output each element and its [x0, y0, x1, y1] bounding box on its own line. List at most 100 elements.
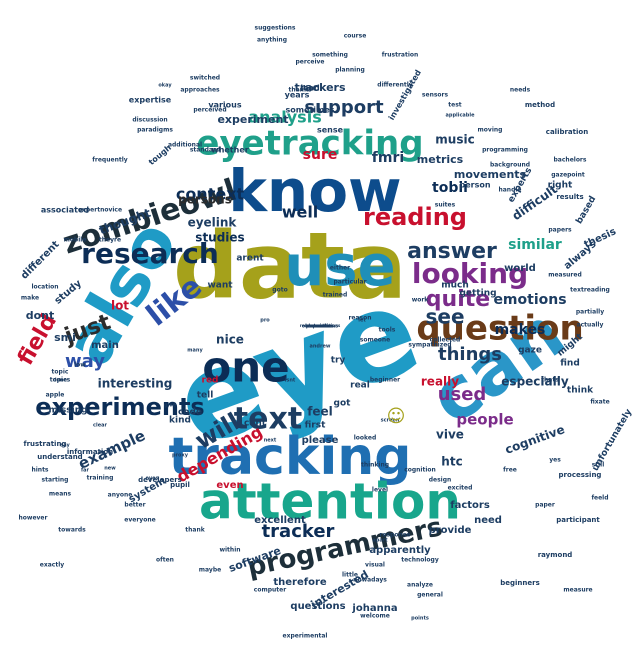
word-studies: studies: [195, 231, 244, 245]
word-detection: detection: [307, 324, 334, 330]
word-sure: sure: [303, 147, 338, 163]
word-questions: questions: [290, 601, 345, 612]
word-paradigms: paradigms: [137, 127, 173, 134]
word-applicable: applicable: [446, 113, 476, 119]
word-vive: vive: [436, 428, 464, 442]
word-topic: topic: [52, 369, 69, 376]
word-developers: developers: [138, 476, 182, 484]
word-think: think: [567, 386, 594, 396]
word-still: still: [592, 462, 605, 469]
word-collected: collected: [430, 337, 461, 344]
word-work: work: [412, 297, 430, 304]
word-location: location: [31, 284, 58, 291]
word-suggestions: suggestions: [255, 25, 296, 32]
word-especially: especially: [501, 375, 569, 389]
word-quite: quite: [426, 287, 490, 312]
word-better: better: [124, 502, 145, 509]
word-arent: arent: [236, 254, 264, 264]
word-cant: cant: [244, 419, 267, 429]
word-however: however: [19, 515, 48, 522]
word-particular: particular: [333, 279, 366, 286]
word-eyes: eyes: [145, 476, 158, 482]
word-frustrating: frustrating: [24, 440, 67, 448]
word-make: make: [21, 295, 39, 302]
word-sensors: sensors: [422, 92, 449, 99]
word-real: real: [350, 381, 370, 391]
word-thesis: thesis: [582, 226, 618, 250]
word-factors: factors: [450, 500, 490, 511]
word-main: main: [91, 340, 119, 351]
word-handle: handle: [498, 187, 521, 194]
word-even: even: [216, 480, 243, 491]
word-try: try: [331, 356, 346, 366]
word-thanks: thanks: [288, 87, 311, 94]
word-cloud-words: eyedatacanalsoknowtrackingattentionuseon…: [13, 25, 634, 640]
word-support: support: [304, 97, 384, 118]
word-response: response: [380, 532, 411, 539]
word-attention: attention: [199, 473, 461, 531]
word-measured: measured: [548, 272, 582, 279]
word-partially: partially: [576, 309, 604, 316]
word-trackers: trackers: [294, 81, 346, 94]
word-method: method: [525, 101, 555, 109]
word-world: world: [504, 263, 536, 274]
word-whether: whether: [211, 146, 248, 155]
word-find: find: [560, 359, 580, 369]
word-technology: technology: [401, 557, 439, 564]
word-tracker: tracker: [262, 521, 335, 542]
word-smi: smi: [54, 331, 76, 344]
word-dont: dont: [26, 309, 55, 322]
word-visual: visual: [365, 562, 385, 569]
word-data: data: [173, 212, 407, 319]
word-yes: yes: [549, 457, 561, 464]
word-differently: differently: [377, 82, 413, 89]
word-approaches: approaches: [180, 87, 220, 94]
word-raw: raw: [315, 324, 326, 330]
smiley-glyph: ☺: [387, 406, 406, 427]
word-associated: associated: [41, 206, 90, 215]
word-various: various: [208, 101, 241, 110]
word-want: want: [207, 281, 233, 291]
word-thats: thats: [541, 377, 559, 384]
word-music: music: [435, 133, 474, 147]
word-programming: programming: [482, 147, 528, 154]
word-either: either: [330, 265, 350, 272]
word-movements: movements: [454, 168, 527, 181]
word-answer: answer: [407, 239, 497, 264]
word-apparently: apparently: [369, 545, 431, 556]
word-years: years: [285, 91, 310, 100]
word-trained: trained: [323, 292, 348, 299]
word-anything: anything: [257, 37, 287, 44]
word-need: need: [474, 515, 502, 526]
word-first: first: [305, 421, 326, 431]
word-often: often: [156, 557, 174, 564]
word-looking: looking: [412, 257, 528, 290]
word-clear: clear: [93, 423, 107, 429]
word-training: training: [87, 475, 114, 482]
word-sense: sense: [317, 126, 344, 135]
word-topics: topics: [50, 377, 71, 384]
word-experiment: experiment: [217, 113, 288, 126]
word-eyelink: eyelink: [188, 216, 238, 230]
word-expertise: expertise: [129, 96, 172, 105]
word-right: right: [548, 181, 573, 191]
word-cognition: cognition: [404, 467, 436, 474]
word-maybe: maybe: [199, 567, 221, 574]
word-calibration: calibration: [546, 128, 588, 136]
word-apple: apple: [46, 392, 65, 399]
word-feel: feel: [307, 405, 333, 419]
word-code: code: [178, 408, 202, 418]
word-feeld: feeld: [591, 495, 608, 502]
word-kind: kind: [169, 416, 191, 426]
word-frustration: frustration: [382, 52, 419, 59]
word-textreading: textreading: [570, 287, 610, 294]
word-additional: additional: [168, 142, 202, 149]
word-johanna: johanna: [351, 603, 397, 614]
word-something: something: [312, 52, 348, 59]
word-discussion: discussion: [132, 117, 167, 124]
word-suites: suites: [435, 202, 456, 209]
word-way: way: [65, 351, 105, 372]
word-hints: hints: [31, 467, 48, 474]
word-proxy: proxy: [172, 453, 189, 459]
word-provide: provide: [429, 525, 472, 536]
